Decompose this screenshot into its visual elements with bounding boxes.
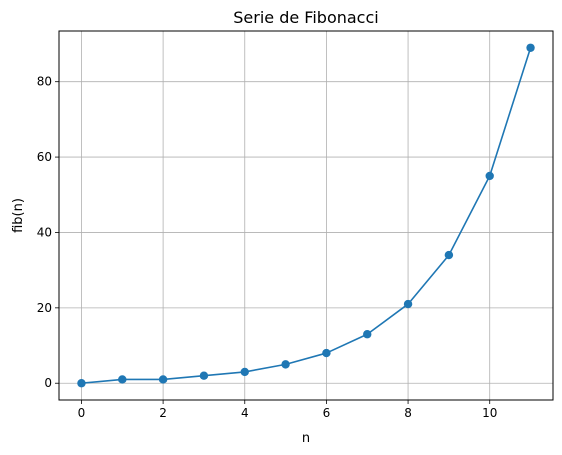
grid-lines (59, 31, 553, 400)
data-point (486, 172, 494, 180)
y-tick-label: 60 (37, 150, 52, 164)
data-point (118, 375, 126, 383)
y-tick-label: 80 (37, 75, 52, 89)
x-tick-label: 4 (241, 406, 249, 420)
y-tick-label: 20 (37, 301, 52, 315)
data-point (159, 375, 167, 383)
y-tick-label: 0 (44, 376, 52, 390)
data-point (281, 360, 289, 368)
data-point (445, 251, 453, 259)
plot-frame (59, 31, 553, 400)
data-point (200, 371, 208, 379)
data-point (363, 330, 371, 338)
x-tick-label: 0 (78, 406, 86, 420)
x-tick-label: 10 (482, 406, 497, 420)
data-point (77, 379, 85, 387)
data-point (322, 349, 330, 357)
data-point (526, 44, 534, 52)
data-point (241, 368, 249, 376)
x-tick-label: 2 (159, 406, 167, 420)
x-tick-label: 6 (323, 406, 331, 420)
y-axis-label: fib(n) (11, 198, 26, 233)
series-line (81, 48, 530, 383)
x-axis-label: n (302, 431, 310, 446)
data-point (404, 300, 412, 308)
y-tick-label: 40 (37, 225, 52, 239)
chart-title: Serie de Fibonacci (233, 8, 378, 27)
x-tick-label: 8 (404, 406, 412, 420)
series-layer (77, 44, 534, 388)
